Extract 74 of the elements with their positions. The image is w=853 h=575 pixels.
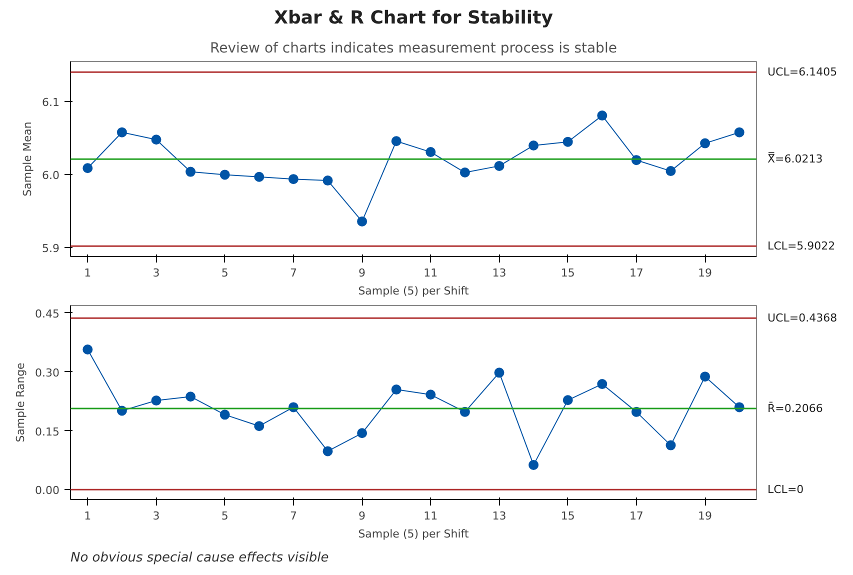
y-tick-label: 5.9 bbox=[42, 242, 60, 256]
text: No obvious special cause effects visible bbox=[70, 550, 329, 566]
x-tick-label: 17 bbox=[629, 266, 644, 280]
ref-line-label: R̄=0.2066 bbox=[768, 401, 823, 416]
x-tick-label: 15 bbox=[560, 266, 575, 280]
ref-line-label: LCL=5.9022 bbox=[768, 240, 836, 253]
point bbox=[734, 127, 744, 138]
y-axis-title: Sample Mean bbox=[21, 122, 34, 196]
point bbox=[186, 392, 196, 402]
x-tick-label: 5 bbox=[221, 510, 228, 522]
point bbox=[700, 372, 710, 382]
point bbox=[597, 110, 608, 121]
ref-line-label: X̿=6.0213 bbox=[768, 152, 823, 166]
y-tick-label: 0.15 bbox=[35, 425, 60, 438]
point bbox=[357, 216, 368, 226]
x-axis-title: Sample (5) per Shift bbox=[358, 284, 470, 298]
point bbox=[666, 440, 676, 450]
ref-line-label: LCL=0 bbox=[768, 483, 804, 496]
point bbox=[597, 379, 608, 390]
x-tick-label: 1 bbox=[84, 266, 92, 280]
point bbox=[391, 136, 402, 146]
chart-title: Xbar & R Chart for Stability bbox=[274, 8, 554, 28]
point bbox=[151, 134, 162, 145]
point bbox=[82, 344, 93, 354]
point bbox=[700, 138, 710, 148]
point bbox=[254, 421, 264, 432]
x-tick-label: 11 bbox=[424, 510, 438, 522]
point bbox=[494, 368, 504, 378]
x-tick-label: 9 bbox=[358, 510, 366, 522]
point bbox=[357, 428, 368, 438]
point bbox=[426, 147, 436, 158]
x-axis-title: Sample (5) per Shift bbox=[358, 528, 470, 540]
point bbox=[528, 460, 539, 470]
point bbox=[254, 172, 264, 182]
point bbox=[666, 166, 676, 176]
x-tick-label: 7 bbox=[290, 510, 297, 522]
point bbox=[391, 384, 402, 395]
y-tick-label: 0.45 bbox=[35, 307, 60, 320]
point bbox=[151, 396, 162, 406]
x-tick-label: 15 bbox=[560, 510, 575, 522]
x-tick-label: 17 bbox=[629, 510, 644, 522]
point bbox=[528, 140, 539, 150]
x-tick-label: 19 bbox=[698, 510, 712, 522]
x-tick-label: 3 bbox=[152, 266, 160, 280]
point bbox=[562, 136, 573, 147]
point bbox=[288, 174, 298, 184]
point bbox=[494, 160, 504, 171]
ref-line-label: UCL=6.1405 bbox=[768, 66, 838, 79]
chart-subtitle: Review of charts indicates measurement process is stable bbox=[210, 40, 617, 56]
x-tick-label: 13 bbox=[492, 510, 506, 522]
point bbox=[82, 163, 93, 174]
point bbox=[322, 176, 333, 186]
x-tick-label: 19 bbox=[698, 266, 712, 280]
point bbox=[426, 390, 436, 400]
y-tick-label: 0.30 bbox=[35, 366, 60, 380]
point bbox=[186, 166, 196, 177]
y-tick-label: 0.00 bbox=[35, 484, 60, 498]
x-tick-label: 11 bbox=[424, 266, 438, 280]
x-tick-label: 13 bbox=[492, 266, 506, 280]
y-tick-label: 6.0 bbox=[42, 169, 60, 182]
point bbox=[220, 410, 230, 420]
x-tick-label: 1 bbox=[84, 510, 92, 522]
y-axis-title: Sample Range bbox=[14, 362, 28, 442]
point bbox=[322, 446, 333, 456]
x-tick-label: 3 bbox=[152, 510, 160, 522]
point bbox=[460, 168, 470, 178]
point bbox=[116, 127, 127, 138]
ref-line-label: UCL=0.4368 bbox=[768, 312, 838, 325]
x-tick-label: 7 bbox=[290, 266, 297, 280]
x-tick-label: 9 bbox=[358, 266, 366, 280]
point bbox=[220, 170, 230, 180]
y-tick-label: 6.1 bbox=[42, 96, 60, 110]
x-tick-label: 5 bbox=[221, 266, 228, 280]
point bbox=[562, 395, 573, 406]
